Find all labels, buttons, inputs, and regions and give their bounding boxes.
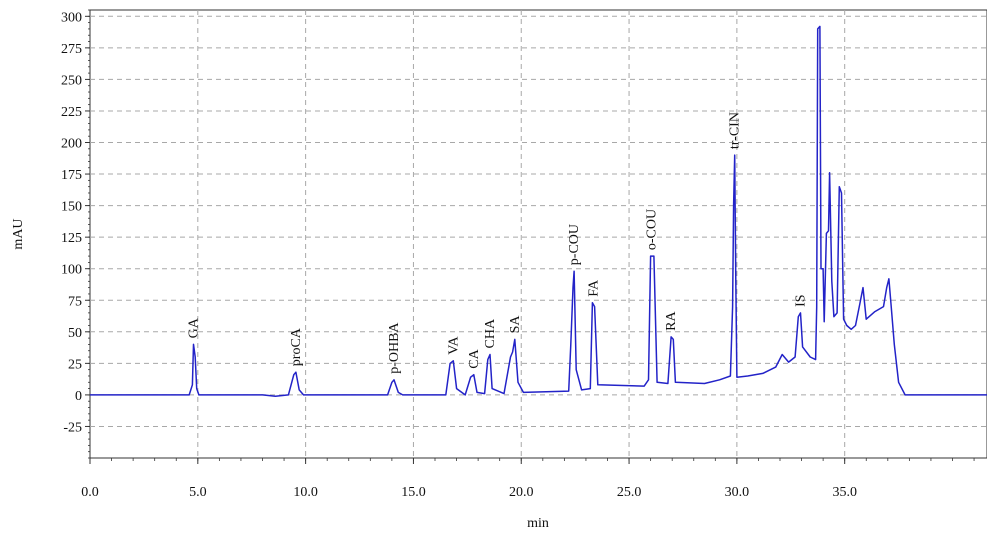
x-tick-label: 20.0 bbox=[509, 485, 534, 500]
peak-label: o-COU bbox=[645, 209, 660, 250]
peak-label: tr-CIN bbox=[728, 112, 743, 149]
x-tick-label: 0.0 bbox=[81, 485, 99, 500]
peak-label: SA bbox=[508, 315, 523, 334]
y-tick-label: 175 bbox=[61, 168, 82, 183]
x-tick-label: 5.0 bbox=[189, 485, 207, 500]
y-tick-label: 150 bbox=[61, 200, 82, 215]
y-tick-label: 250 bbox=[61, 73, 82, 88]
gridlines bbox=[90, 10, 987, 458]
peak-label: p-OHBA bbox=[387, 322, 402, 374]
peak-label: FA bbox=[587, 279, 602, 297]
peak-label: GA bbox=[187, 317, 202, 338]
y-tick-label: 25 bbox=[68, 357, 82, 372]
x-tick-labels: 0.0 5.0 10.0 15.0 20.0 25.0 30.0 35.0 bbox=[81, 485, 857, 500]
y-tick-label: 225 bbox=[61, 105, 82, 120]
x-tick-label: 30.0 bbox=[725, 485, 750, 500]
peak-label: p-COU bbox=[567, 224, 582, 265]
y-tick-label: 100 bbox=[61, 263, 82, 278]
y-axis-title: mAU bbox=[11, 218, 26, 249]
y-tick-label: 200 bbox=[61, 137, 82, 152]
x-tick-label: 35.0 bbox=[832, 485, 857, 500]
x-tick-label: 15.0 bbox=[401, 485, 426, 500]
x-tick-label: 10.0 bbox=[293, 485, 318, 500]
plot-area bbox=[89, 9, 987, 459]
peak-label: RA bbox=[664, 311, 679, 331]
peak-label: IS bbox=[794, 294, 809, 306]
peak-label: VA bbox=[446, 335, 461, 354]
peak-label: CA bbox=[467, 348, 482, 368]
x-axis-title: min bbox=[527, 516, 549, 531]
x-tick-label: 25.0 bbox=[617, 485, 642, 500]
chromatogram-trace bbox=[90, 25, 987, 397]
peak-label: CHA bbox=[483, 318, 498, 348]
y-tick-labels: -25 0 25 50 75 100 125 150 175 200 225 250 275 300 bbox=[61, 10, 82, 435]
y-tick-label: 75 bbox=[68, 294, 82, 309]
y-tick-label: 125 bbox=[61, 231, 82, 246]
y-tick-label: 50 bbox=[68, 326, 82, 341]
y-tick-label: 275 bbox=[61, 42, 82, 57]
y-tick-label: 300 bbox=[61, 10, 82, 25]
y-tick-label: 0 bbox=[75, 389, 82, 404]
y-tick-label: -25 bbox=[63, 420, 82, 435]
peak-label: proCA bbox=[289, 327, 304, 366]
axis-ticks bbox=[85, 9, 975, 464]
